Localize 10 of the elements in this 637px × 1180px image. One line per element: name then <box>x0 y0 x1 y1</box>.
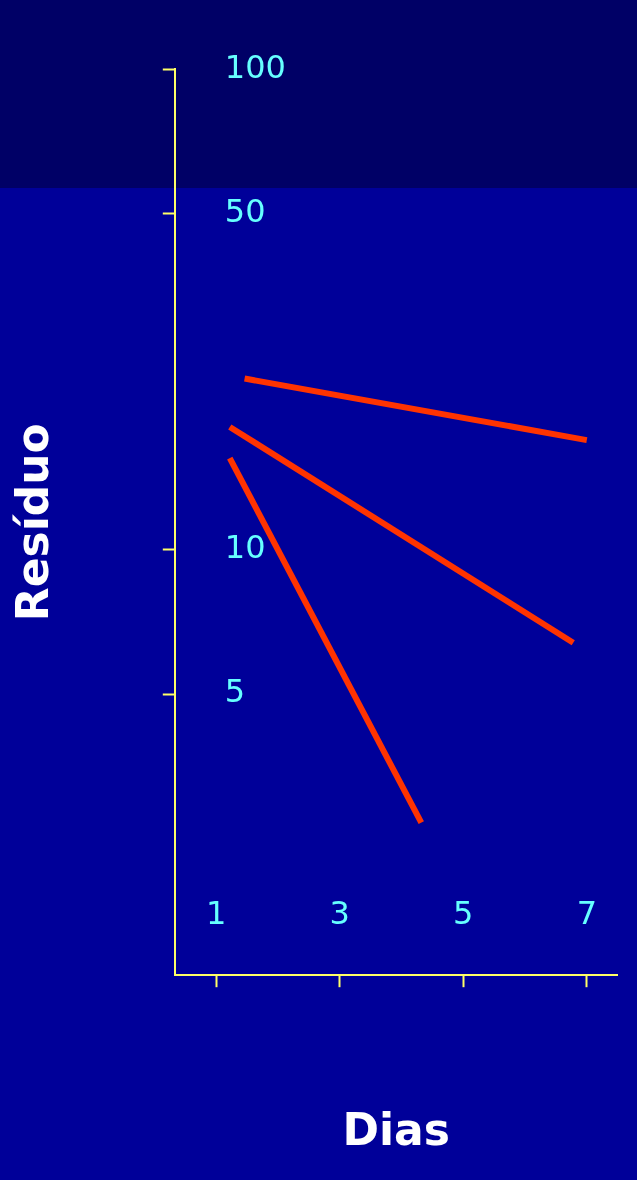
x-tick-label: 3 <box>329 894 350 933</box>
y-axis-title: Resíduo <box>6 423 58 622</box>
y-tick-label: 10 <box>224 527 266 566</box>
y-tick-label: 50 <box>224 192 266 231</box>
x-axis-title: Dias <box>342 1104 450 1156</box>
x-tick-label: 5 <box>453 894 474 933</box>
y-tick-label: 5 <box>224 672 246 711</box>
x-tick-label: 1 <box>206 894 227 933</box>
y-tick-label: 100 <box>224 47 286 86</box>
x-tick-label: 7 <box>576 894 597 933</box>
